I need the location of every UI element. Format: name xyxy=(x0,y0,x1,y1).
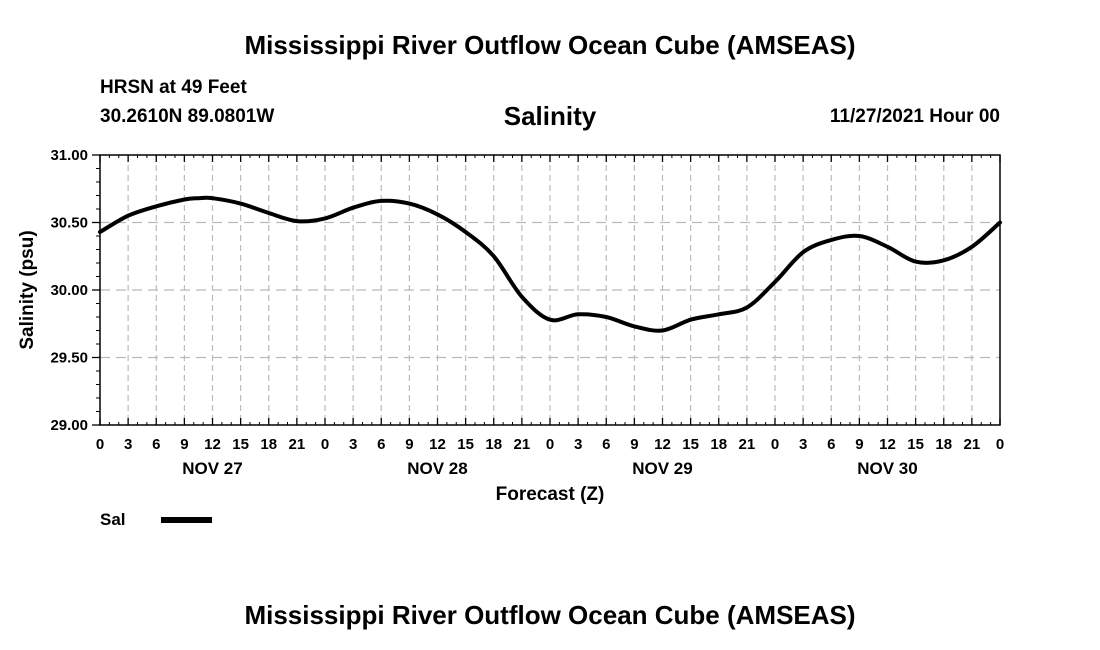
main-title: Mississippi River Outflow Ocean Cube (AM… xyxy=(244,30,856,60)
x-tick-label: 6 xyxy=(827,436,835,453)
x-tick-label: 18 xyxy=(485,436,502,453)
x-tick-label: 9 xyxy=(180,436,188,453)
x-tick-label: 12 xyxy=(429,436,446,453)
chart-title: Salinity xyxy=(503,101,597,131)
x-tick-label: 18 xyxy=(710,436,727,453)
x-tick-label: 6 xyxy=(377,436,385,453)
day-label: NOV 29 xyxy=(632,459,692,478)
x-tick-label: 0 xyxy=(546,436,554,453)
day-label: NOV 28 xyxy=(407,459,467,478)
station-name: HRSN at 49 Feet xyxy=(100,77,247,98)
label-layer: 0 3 6 9 12 15 18 21 0 3 6 9 12 15 18 21 0 3 6 9 12 15 18 21 0 3 6 9… xyxy=(50,147,1004,478)
x-tick-label: 0 xyxy=(771,436,779,453)
x-tick-label: 9 xyxy=(855,436,863,453)
x-tick-label: 6 xyxy=(602,436,610,453)
x-tick-label: 3 xyxy=(799,436,807,453)
series-line-sal xyxy=(98,195,1002,333)
x-tick-label: 0 xyxy=(96,436,104,453)
x-tick-label: 15 xyxy=(232,436,249,453)
x-tick-label: 21 xyxy=(289,436,306,453)
station-coordinates: 30.2610N 89.0801W xyxy=(100,106,275,127)
grid-layer xyxy=(100,155,1000,425)
y-tick-label: 29.50 xyxy=(50,350,88,367)
x-tick-label: 3 xyxy=(124,436,132,453)
x-tick-label: 3 xyxy=(574,436,582,453)
x-tick-label: 3 xyxy=(349,436,357,453)
legend-label: Sal xyxy=(100,510,126,529)
x-tick-label: 9 xyxy=(630,436,638,453)
day-label: NOV 30 xyxy=(857,459,917,478)
x-tick-label: 15 xyxy=(907,436,924,453)
x-tick-label: 18 xyxy=(935,436,952,453)
x-tick-label: 12 xyxy=(204,436,221,453)
y-tick-label: 29.00 xyxy=(50,417,88,434)
x-tick-label: 18 xyxy=(260,436,277,453)
y-tick-label: 30.50 xyxy=(50,215,88,232)
x-axis-label: Forecast (Z) xyxy=(496,484,605,505)
x-tick-label: 12 xyxy=(879,436,896,453)
x-tick-label: 0 xyxy=(321,436,329,453)
footer-title: Mississippi River Outflow Ocean Cube (AM… xyxy=(244,600,856,630)
y-tick-label: 30.00 xyxy=(50,282,88,299)
y-axis-label: Salinity (psu) xyxy=(17,230,38,349)
x-tick-label: 12 xyxy=(654,436,671,453)
legend-line-swatch xyxy=(161,517,212,523)
x-tick-label: 15 xyxy=(682,436,699,453)
day-label: NOV 27 xyxy=(182,459,242,478)
x-tick-label: 0 xyxy=(996,436,1004,453)
x-tick-label: 9 xyxy=(405,436,413,453)
x-tick-label: 6 xyxy=(152,436,160,453)
tick-layer xyxy=(92,154,1001,426)
x-tick-label: 21 xyxy=(514,436,531,453)
y-tick-label: 31.00 xyxy=(50,147,88,164)
x-tick-label: 15 xyxy=(457,436,474,453)
x-tick-label: 21 xyxy=(739,436,756,453)
forecast-date: 11/27/2021 Hour 00 xyxy=(829,106,1000,127)
x-tick-label: 21 xyxy=(964,436,981,453)
